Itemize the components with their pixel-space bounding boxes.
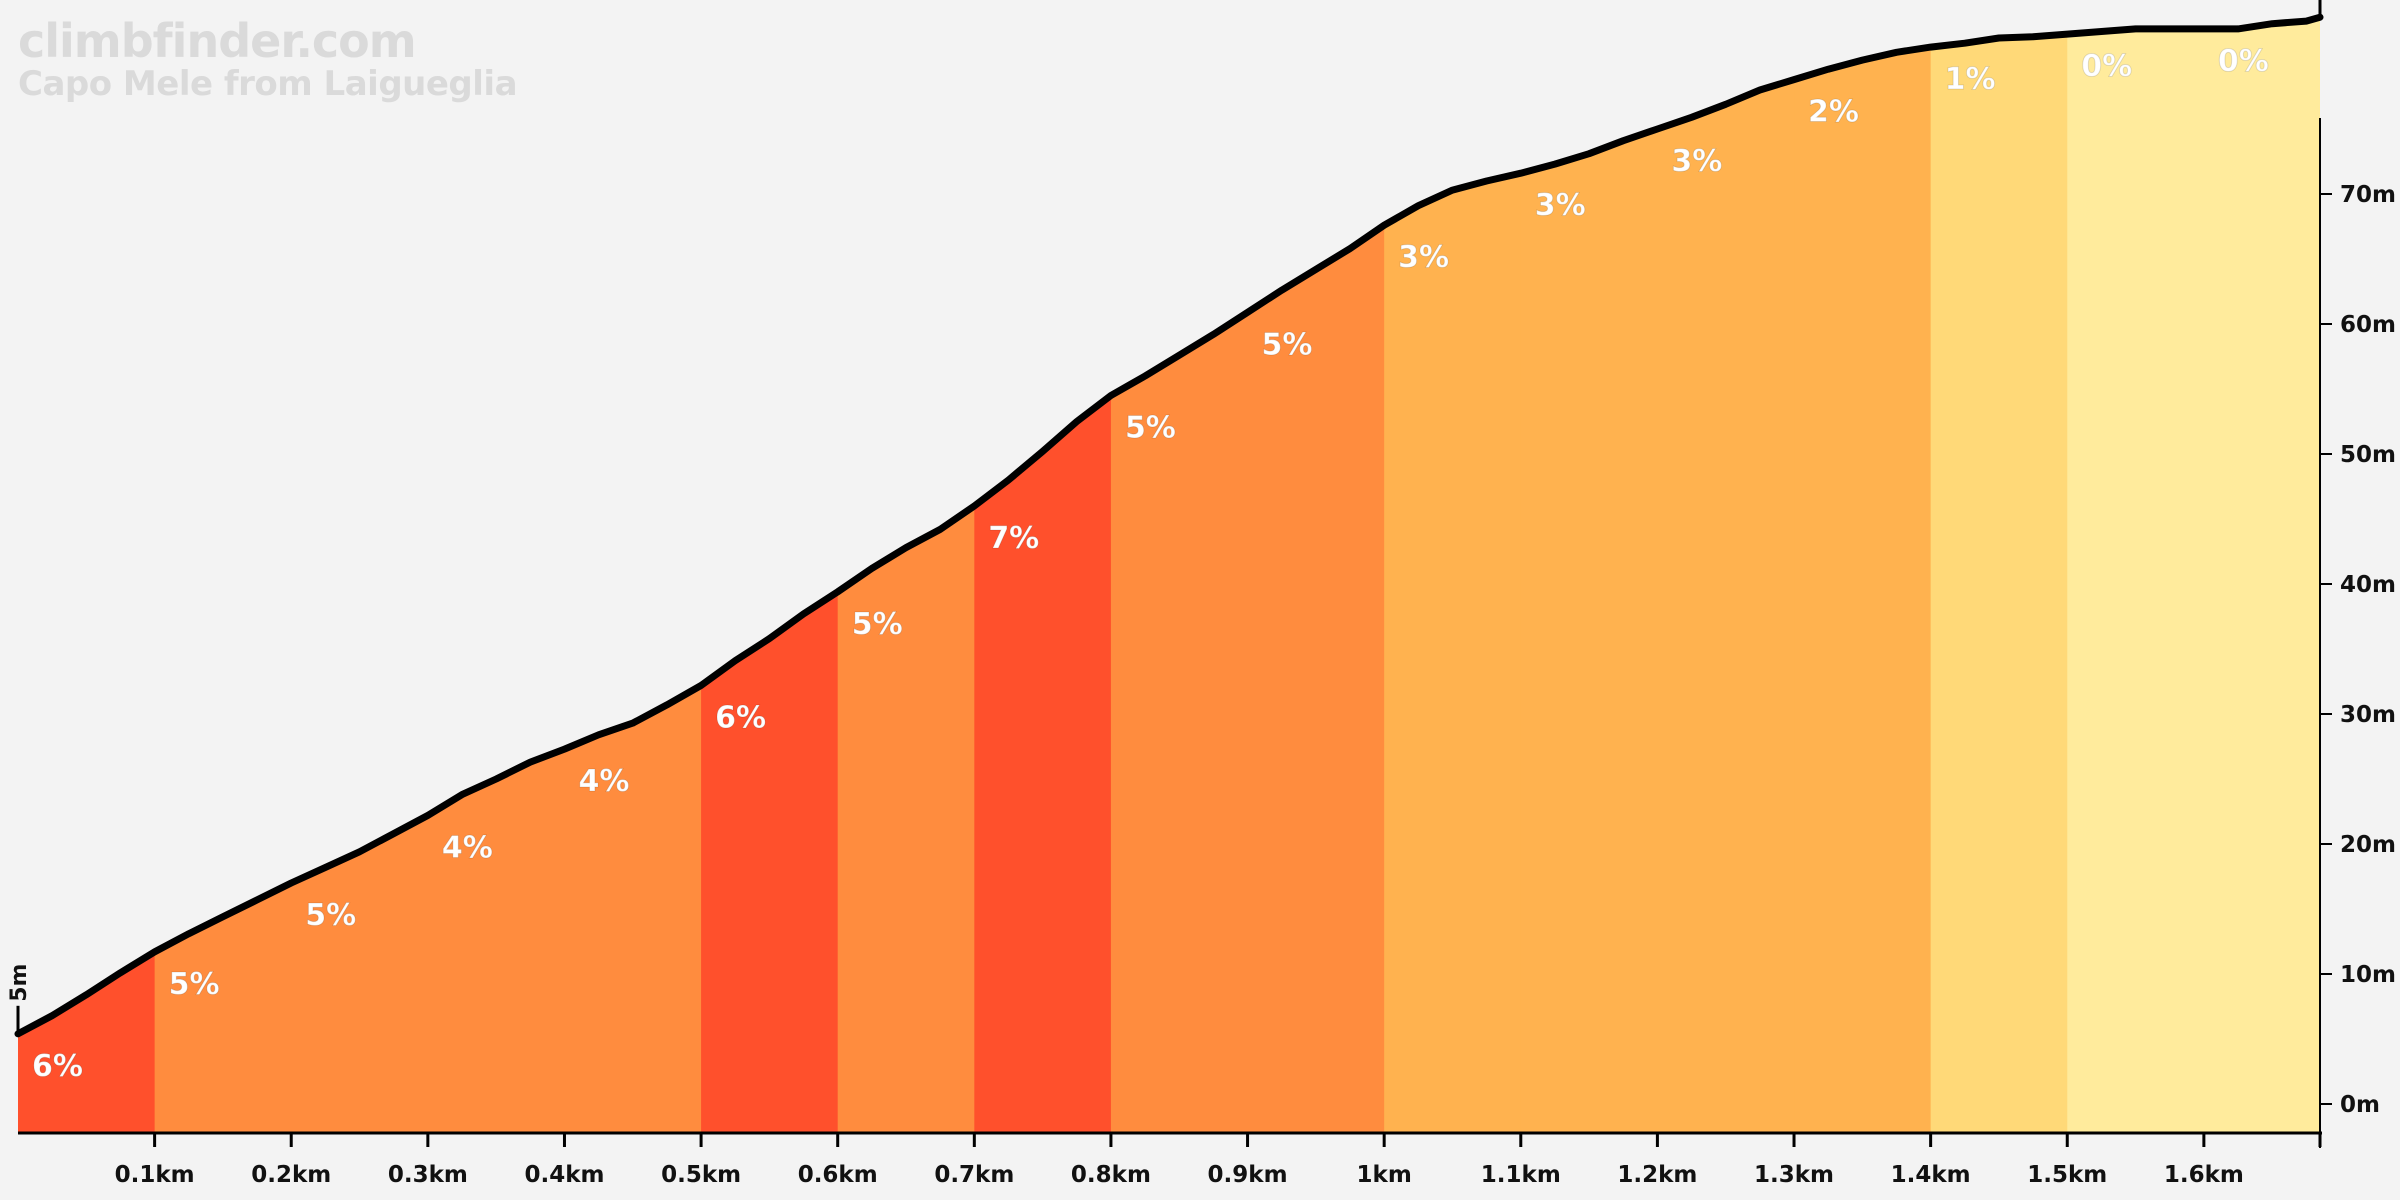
- grade-segment-4: [427, 17, 565, 1133]
- axes: 0.1km 0.2km 0.3km 0.4km 0.5km 0.6km 0.7km 0.8km…: [7, 0, 2396, 1188]
- y-tick-label: 70m: [2340, 182, 2396, 208]
- grade-label-6: 6%: [715, 700, 766, 735]
- x-tick-label: 0.9km: [1208, 1162, 1288, 1188]
- grade-segment-3: [291, 17, 429, 1133]
- grade-segment-14: [1794, 17, 1932, 1133]
- x-tick-label: 1.1km: [1481, 1162, 1561, 1188]
- grade-label-8: 7%: [988, 521, 1039, 556]
- x-tick-label: 0.2km: [251, 1162, 331, 1188]
- grade-label-3: 5%: [305, 898, 356, 933]
- grade-segment-2: [154, 17, 292, 1133]
- grade-label-14: 2%: [1808, 95, 1859, 130]
- grade-label-17: 0%: [2218, 44, 2269, 79]
- chart-title: Capo Mele from Laigueglia: [18, 64, 518, 104]
- grade-label-5: 4%: [578, 764, 629, 799]
- grade-label-13: 3%: [1671, 144, 1722, 179]
- grade-segment-8: [974, 17, 1112, 1133]
- grade-label-11: 3%: [1398, 240, 1449, 275]
- grade-label-4: 4%: [442, 830, 493, 865]
- y-tick-label: 0m: [2340, 1092, 2380, 1118]
- grade-label-7: 5%: [852, 607, 903, 642]
- x-tick-label: 1.2km: [1617, 1162, 1697, 1188]
- x-tick-label: 0.6km: [798, 1162, 878, 1188]
- grade-label-15: 1%: [1945, 62, 1996, 97]
- x-tick-label: 0.4km: [524, 1162, 604, 1188]
- grade-labels: 6% 5% 5% 4% 4% 6% 5% 7% 5% 5% 3% 3% 3% 2% 1% 0% 0%: [32, 43, 2270, 1084]
- x-tick-label: 1km: [1357, 1162, 1412, 1188]
- x-tick-label: 1.3km: [1754, 1162, 1834, 1188]
- site-watermark: climbfinder.com: [18, 14, 417, 68]
- grade-segment-17: [2203, 17, 2320, 1133]
- y-tick-label: 40m: [2340, 572, 2396, 598]
- y-tick-label: 30m: [2340, 702, 2396, 728]
- grade-label-12: 3%: [1535, 188, 1586, 223]
- y-tick-label: 10m: [2340, 962, 2396, 988]
- x-tick-label: 0.5km: [661, 1162, 741, 1188]
- grade-segment-11: [1384, 17, 1522, 1133]
- x-tick-label: 0.8km: [1071, 1162, 1151, 1188]
- x-tick-label: 1.6km: [2164, 1162, 2244, 1188]
- grade-label-16: 0%: [2081, 49, 2132, 84]
- grade-segment-13: [1657, 17, 1795, 1133]
- x-tick-label: 0.1km: [115, 1162, 195, 1188]
- y-tick-label: 20m: [2340, 832, 2396, 858]
- grade-segments: [18, 17, 2320, 1133]
- elevation-profile-line: [14, 13, 2324, 1038]
- x-tick-label: 0.3km: [388, 1162, 468, 1188]
- grade-label-2: 5%: [169, 967, 220, 1002]
- grade-segment-6: [701, 17, 839, 1133]
- y-tick-label: 60m: [2340, 312, 2396, 338]
- grade-label-1: 6%: [32, 1049, 83, 1084]
- grade-segment-12: [1520, 17, 1658, 1133]
- y-tick-label: 50m: [2340, 442, 2396, 468]
- grade-segment-9: [1110, 17, 1249, 1133]
- x-tick-label: 0.7km: [934, 1162, 1014, 1188]
- grade-segment-15: [1930, 17, 2068, 1133]
- x-tick-label: 1.4km: [1891, 1162, 1971, 1188]
- grade-segment-16: [2067, 17, 2205, 1133]
- grade-label-10: 5%: [1262, 327, 1313, 362]
- grade-segment-5: [564, 17, 702, 1133]
- grade-segment-7: [837, 17, 975, 1133]
- start-elevation-label: 5m: [7, 964, 32, 1002]
- x-tick-label: 1.5km: [2027, 1162, 2107, 1188]
- grade-segment-10: [1247, 17, 1385, 1133]
- grade-label-9: 5%: [1125, 411, 1176, 446]
